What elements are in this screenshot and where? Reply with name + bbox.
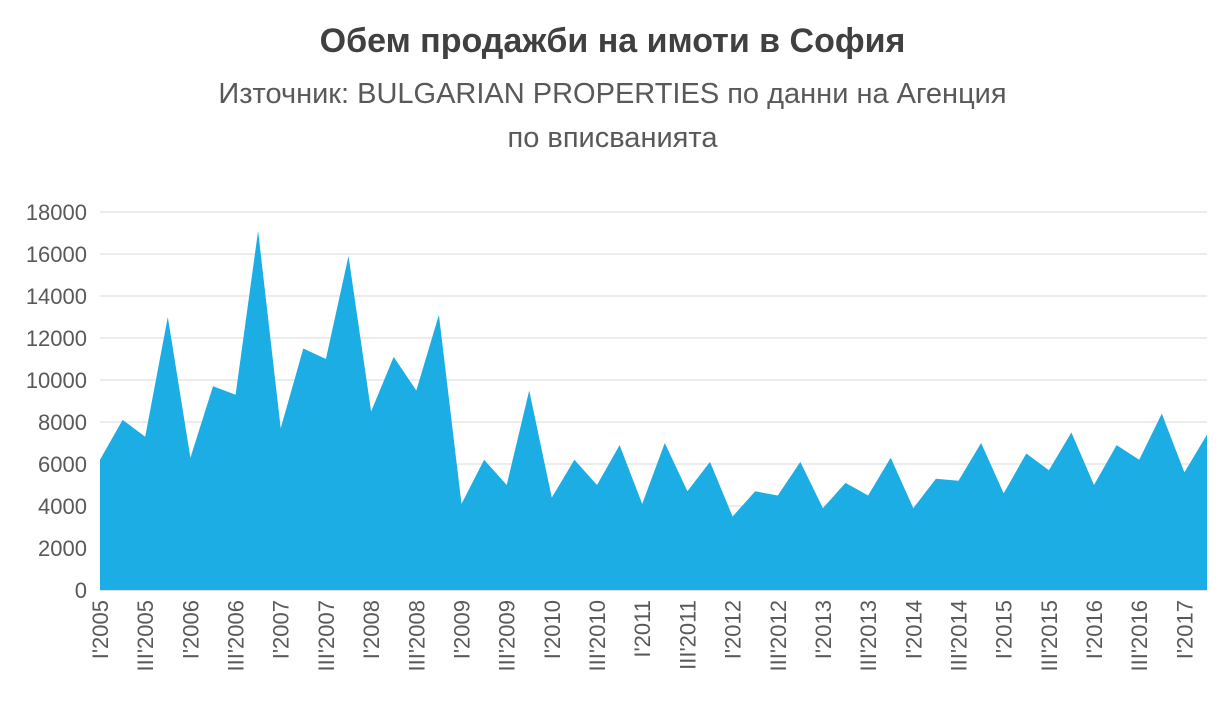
x-tick-label: I'2005 — [88, 600, 113, 659]
x-tick-label: III'2008 — [404, 600, 429, 671]
x-tick-label: III'2011 — [675, 600, 700, 670]
x-tick-label: III'2013 — [856, 600, 881, 671]
y-tick-label: 16000 — [26, 242, 87, 267]
x-tick-label: I'2012 — [721, 600, 746, 659]
chart-subtitle: Източник: BULGARIAN PROPERTIES по данни … — [0, 73, 1225, 160]
y-axis-labels: 0 2000 4000 6000 8000 10000 12000 14000 16000 180… — [26, 200, 87, 603]
y-tick-label: 12000 — [26, 326, 87, 351]
x-tick-label: III'2006 — [224, 600, 249, 671]
y-tick-label: 6000 — [38, 452, 87, 477]
y-tick-label: 18000 — [26, 200, 87, 225]
x-tick-label: I'2009 — [450, 600, 475, 659]
y-tick-label: 10000 — [26, 368, 87, 393]
area-chart: 0 2000 4000 6000 8000 10000 12000 14000 16000 180… — [26, 200, 1207, 671]
x-tick-label: I'2010 — [540, 600, 565, 659]
y-tick-label: 4000 — [38, 494, 87, 519]
y-tick-label: 2000 — [38, 536, 87, 561]
y-tick-label: 0 — [75, 578, 87, 603]
area-series — [100, 230, 1207, 590]
x-tick-label: I'2016 — [1082, 600, 1107, 659]
chart-subtitle-line-2: по вписванията — [507, 121, 718, 154]
x-tick-label: III'2005 — [133, 600, 158, 671]
x-tick-label: I'2013 — [811, 600, 836, 659]
x-tick-label: I'2014 — [901, 600, 926, 659]
x-tick-label: III'2009 — [495, 600, 520, 671]
area-series-group — [100, 230, 1207, 590]
x-tick-label: I'2011 — [630, 600, 655, 658]
y-tick-label: 8000 — [38, 410, 87, 435]
x-tick-label: I'2007 — [269, 600, 294, 659]
chart-subtitle-line-1: Източник: BULGARIAN PROPERTIES по данни … — [218, 78, 1007, 110]
x-tick-label: I'2017 — [1172, 600, 1197, 659]
x-tick-label: I'2006 — [178, 600, 203, 659]
x-tick-label: III'2010 — [585, 600, 610, 671]
x-tick-label: I'2015 — [992, 600, 1017, 659]
x-tick-label: III'2012 — [766, 600, 791, 671]
x-tick-label: III'2014 — [947, 600, 972, 671]
x-tick-label: III'2007 — [314, 600, 339, 671]
x-tick-label: I'2008 — [359, 600, 384, 659]
page-title: Обем продажби на имоти в София — [319, 22, 906, 60]
x-tick-label: III'2016 — [1127, 600, 1152, 671]
x-axis-labels: I'2005 III'2005 I'2006 III'2006 I'2007 III'20… — [88, 600, 1197, 671]
y-tick-label: 14000 — [26, 284, 87, 309]
x-tick-label: III'2015 — [1037, 600, 1062, 671]
